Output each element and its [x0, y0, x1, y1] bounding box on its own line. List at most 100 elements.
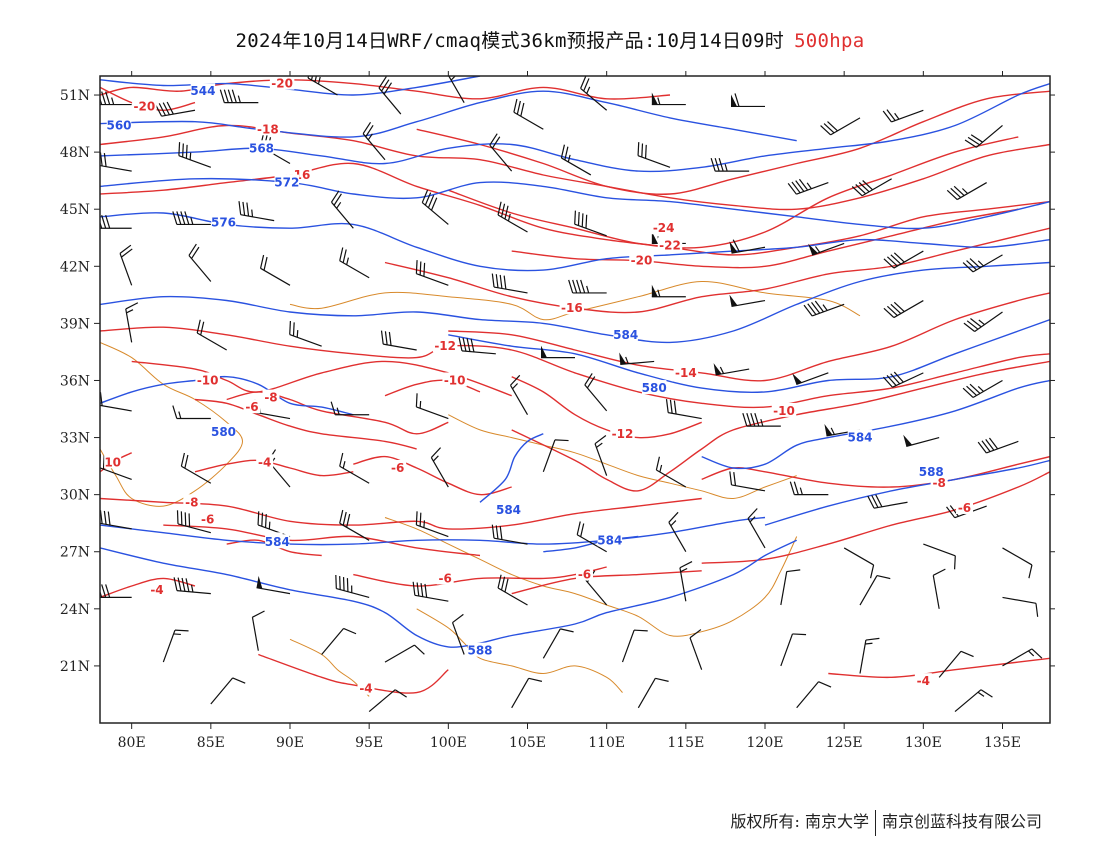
wind-barb	[162, 629, 189, 663]
wind-barb	[330, 401, 370, 416]
temperature-contour-line-18	[353, 455, 512, 496]
lon-tick-label: 115E	[667, 735, 704, 751]
height-contour-line-5	[100, 261, 1050, 344]
wind-barb	[729, 239, 766, 254]
height-contour-label: 584	[597, 533, 622, 547]
lon-tick-label: 85E	[197, 735, 225, 751]
height-contour-label-bg	[496, 501, 521, 516]
wind-barb	[964, 125, 1003, 148]
wind-barb	[100, 215, 132, 229]
temperature-contour-line-17	[194, 459, 354, 477]
plot-frame	[99, 75, 1051, 724]
wind-barb	[843, 547, 875, 579]
wind-barb	[560, 144, 592, 176]
wind-barb	[882, 109, 924, 123]
height-contour-label-bg	[597, 532, 623, 547]
contour-labels: -20-20-18-16-24-22-20-16-14-12-12-10 -10-…	[104, 75, 973, 696]
wind-barb	[448, 76, 465, 103]
wind-barb	[497, 201, 528, 233]
temperature-contour-line-6	[511, 208, 1019, 269]
temperature-contour-label: -10	[444, 373, 466, 387]
temperature-contour-label: -4	[917, 674, 930, 688]
height-contour-label-bg	[211, 214, 236, 229]
wind-barb	[339, 247, 370, 279]
wind-barb	[621, 629, 648, 663]
temperature-contour-label: -16	[561, 301, 583, 315]
lon-tick-label: 90E	[276, 735, 304, 751]
height-contour-label: 576	[211, 216, 236, 230]
wind-barb	[330, 190, 354, 229]
temperature-contour-line-23	[353, 566, 607, 587]
wind-barb	[938, 650, 974, 678]
lat-tick-label: 42N	[60, 259, 90, 275]
temperature-contour-label-bg	[243, 399, 261, 414]
height-contour-line-4	[100, 212, 1050, 272]
wind-barb	[362, 121, 386, 161]
boundary-line-3	[384, 517, 798, 637]
wind-barb	[176, 510, 211, 534]
temperature-contour-line-16	[194, 398, 417, 450]
lon-tick-label: 110E	[588, 735, 625, 751]
wind-barb	[923, 543, 956, 570]
temperature-contours	[100, 79, 1050, 694]
lon-tick-label: 95E	[355, 735, 383, 751]
height-contour-label-bg	[467, 642, 493, 657]
temperature-contour-label: -8	[185, 495, 198, 509]
wind-barb	[668, 511, 687, 553]
height-contour-line-10	[100, 516, 766, 546]
boundary-line-4	[416, 608, 623, 693]
height-contour-line-11	[479, 433, 544, 503]
temperature-contour-line-14	[226, 391, 449, 435]
wind-barb	[100, 91, 132, 106]
wind-barb	[173, 577, 211, 595]
wind-barb	[1002, 547, 1033, 579]
temperature-contour-label: -6	[958, 501, 971, 515]
wind-barb	[789, 481, 829, 496]
wind-barb	[154, 101, 196, 117]
lat-tick-label: 36N	[60, 373, 90, 389]
temperature-contour-label-bg	[183, 494, 201, 509]
height-contour-label-bg	[190, 83, 216, 98]
lon-tick-label: 120E	[747, 735, 784, 751]
boundary-line-2	[448, 414, 797, 500]
wind-barb	[421, 189, 449, 225]
wind-barb	[339, 509, 370, 541]
wind-barb	[368, 689, 407, 713]
wind-barb	[808, 242, 845, 256]
temperature-contour-label: -6	[438, 571, 451, 585]
temperature-contour-label: -18	[257, 122, 279, 136]
temperature-contour-label-bg	[436, 570, 454, 585]
wind-barb	[238, 201, 275, 222]
height-contours	[100, 76, 1050, 648]
height-contour-label-bg	[847, 429, 873, 444]
temperature-contour-label-bg	[576, 566, 593, 581]
wind-barb	[729, 471, 766, 492]
temperature-contour-line-10	[511, 376, 702, 439]
wind-barb	[780, 633, 807, 667]
copyright-footer: 版权所有: 南京大学 南京创蓝科技有限公司	[731, 808, 1042, 836]
height-contour-line-13	[100, 539, 798, 648]
wind-barb	[883, 250, 924, 269]
wind-barb	[172, 405, 211, 420]
wind-barb	[542, 439, 569, 473]
temperature-contour-label: 10	[104, 455, 121, 469]
lon-tick-label: 80E	[118, 735, 146, 751]
wind-barb	[489, 133, 513, 172]
temperature-contour-label: -6	[391, 461, 404, 475]
map-title: 2024年10月14日WRF/cmaq模式36km预报产品:10月14日09时 5…	[0, 26, 1100, 53]
wind-barb	[289, 320, 322, 347]
temperature-contour-label: -10	[197, 373, 219, 387]
wind-barb	[180, 452, 212, 484]
wind-barb	[339, 452, 370, 484]
wind-barb	[820, 117, 861, 136]
wind-barb	[651, 92, 686, 106]
boundary-line-5	[289, 638, 370, 697]
wind-barb	[689, 629, 703, 670]
wind-barb	[251, 610, 265, 651]
wind-barb	[542, 628, 574, 659]
wind-barb	[580, 76, 608, 111]
height-contour-label-bg	[211, 423, 236, 438]
wind-barb	[458, 337, 496, 355]
temperature-contour-line-8	[448, 292, 1050, 382]
